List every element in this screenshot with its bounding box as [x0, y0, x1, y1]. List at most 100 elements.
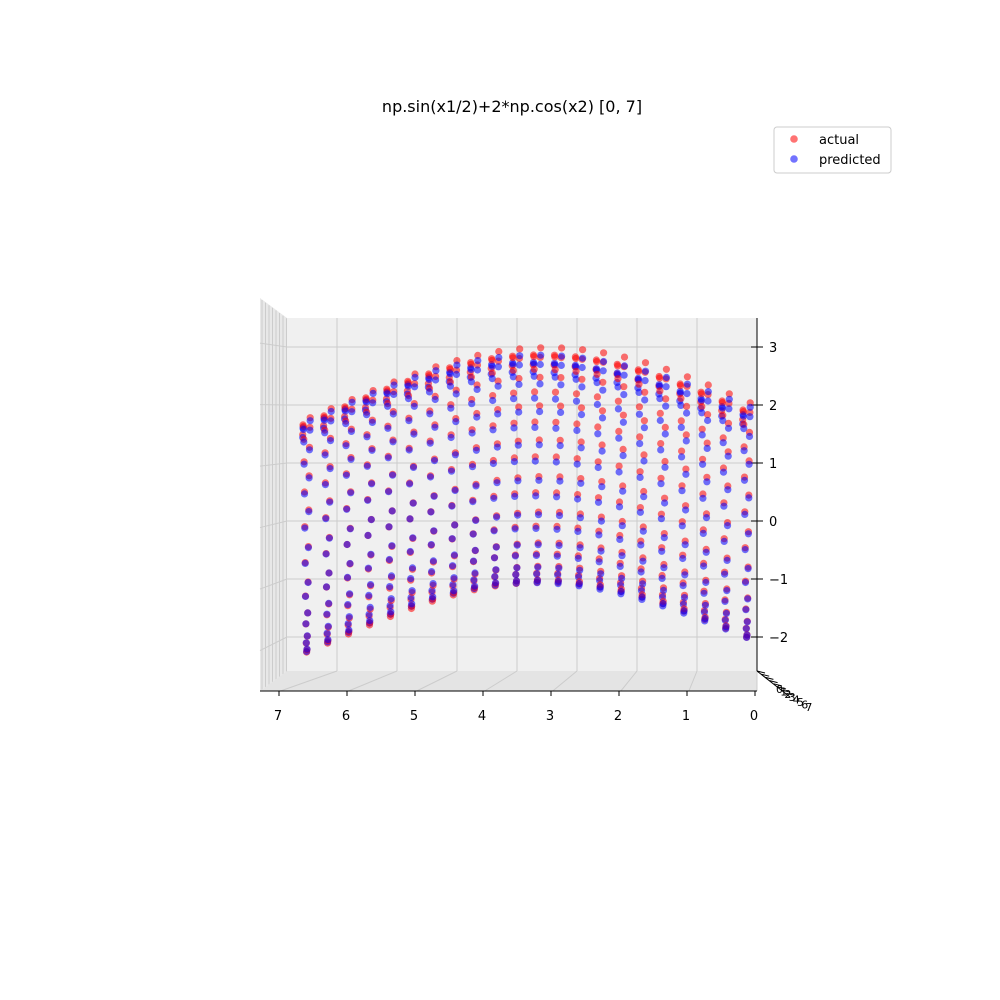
point-predicted [472, 446, 480, 454]
point-actual [656, 374, 664, 382]
point-predicted [363, 433, 371, 441]
point-actual [557, 402, 565, 410]
point-predicted [346, 525, 354, 533]
point-predicted [389, 471, 397, 479]
point-predicted [534, 541, 542, 549]
point-predicted [536, 360, 544, 369]
point-predicted [426, 410, 434, 418]
point-predicted [698, 409, 706, 417]
point-predicted [721, 570, 729, 578]
point-actual [551, 353, 559, 361]
y-tick-mark [777, 686, 787, 690]
x-tick-label: 1 [682, 709, 690, 724]
left-wall-face [260, 298, 287, 691]
point-predicted [722, 623, 730, 631]
point-actual [509, 389, 518, 397]
point-predicted [468, 400, 476, 408]
point-predicted [407, 575, 415, 583]
point-predicted [491, 572, 499, 581]
point-actual [615, 462, 623, 470]
x-tick-label: 6 [342, 709, 350, 724]
point-predicted [554, 577, 563, 585]
point-actual [661, 423, 669, 431]
point-predicted [594, 430, 602, 438]
point-predicted [704, 397, 712, 405]
point-predicted [682, 437, 690, 445]
point-predicted [322, 515, 330, 523]
point-predicted [323, 610, 331, 618]
point-predicted [720, 537, 728, 546]
point-predicted [473, 385, 481, 393]
point-predicted [446, 370, 454, 378]
point-predicted [368, 480, 376, 488]
point-actual [615, 427, 623, 435]
point-predicted [596, 583, 604, 591]
point-predicted [724, 486, 732, 494]
point-actual [593, 370, 601, 378]
point-predicted [341, 407, 349, 415]
point-predicted [431, 395, 439, 404]
floor-grid-line [280, 670, 338, 692]
point-predicted [701, 601, 710, 609]
z-axis-ticks: 3 2 1 0 −1 −2 [751, 341, 788, 646]
point-predicted [742, 625, 750, 633]
point-predicted [678, 453, 686, 461]
point-predicted [551, 373, 559, 381]
point-predicted [321, 451, 329, 459]
point-predicted [723, 556, 731, 565]
point-predicted [657, 446, 665, 454]
point-actual [578, 375, 586, 383]
point-predicted [490, 494, 498, 502]
point-actual [636, 468, 644, 476]
point-actual [676, 382, 685, 390]
point-actual [619, 482, 627, 490]
point-predicted [678, 487, 686, 495]
floor-face [260, 671, 757, 691]
point-actual [598, 407, 607, 415]
y-tick-mark [761, 673, 770, 677]
point-predicted [660, 534, 668, 542]
point-actual [641, 388, 649, 396]
point-predicted [661, 463, 669, 471]
z-tick-label: 0 [769, 515, 777, 530]
point-predicted [619, 487, 627, 495]
point-predicted [536, 408, 544, 416]
point-predicted [322, 583, 331, 591]
point-predicted [531, 423, 539, 431]
point-actual [657, 474, 665, 482]
point-predicted [557, 361, 565, 369]
point-predicted [489, 426, 497, 434]
point-predicted [614, 405, 623, 413]
point-actual [620, 383, 628, 391]
point-predicted [512, 571, 520, 579]
point-actual [635, 403, 644, 411]
point-predicted [447, 467, 456, 475]
point-predicted [385, 555, 393, 564]
point-predicted [745, 494, 753, 502]
point-actual [516, 345, 524, 353]
point-predicted [641, 367, 650, 375]
y-tick-mark [782, 689, 791, 693]
point-actual [640, 487, 648, 496]
point-predicted [534, 511, 543, 519]
point-actual [488, 356, 496, 364]
point-predicted [533, 570, 541, 578]
point-predicted [447, 404, 455, 412]
point-predicted [304, 544, 312, 552]
point-predicted [327, 407, 335, 416]
point-predicted [700, 562, 708, 570]
point-predicted [597, 547, 605, 555]
point-predicted [618, 574, 626, 583]
point-predicted [638, 593, 646, 601]
point-predicted [639, 580, 647, 588]
point-predicted [576, 544, 584, 552]
point-predicted [598, 483, 606, 491]
point-predicted [368, 446, 376, 454]
point-predicted [511, 525, 519, 533]
point-actual [636, 433, 644, 441]
point-predicted [640, 457, 648, 465]
point-predicted [620, 391, 628, 399]
point-predicted [577, 411, 586, 419]
point-predicted [363, 462, 371, 470]
point-predicted [387, 595, 395, 603]
